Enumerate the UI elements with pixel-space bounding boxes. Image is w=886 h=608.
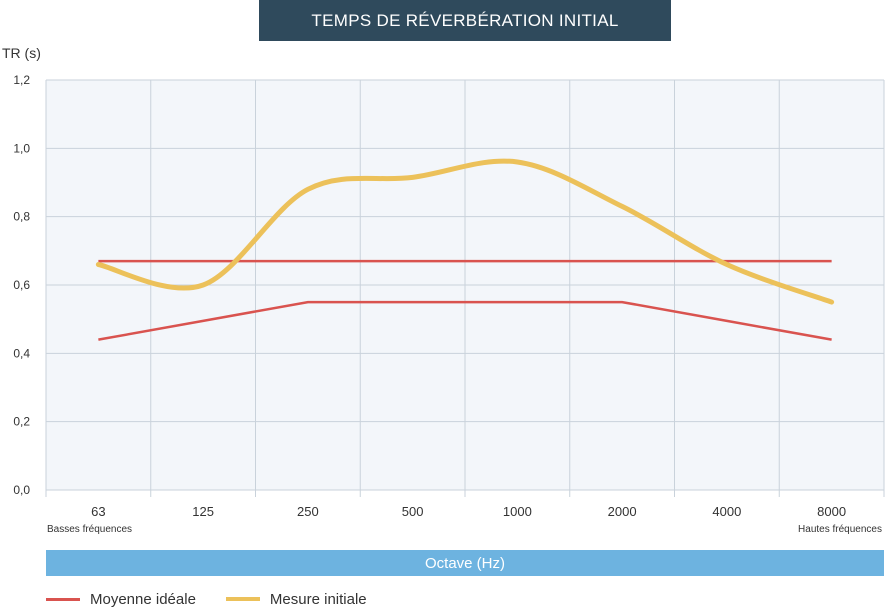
legend: Moyenne idéale Mesure initiale — [46, 590, 397, 608]
y-axis-label: TR (s) — [2, 45, 41, 61]
legend-label-measure: Mesure initiale — [269, 590, 367, 608]
chart-title: TEMPS DE RÉVERBÉRATION INITIAL — [259, 0, 671, 41]
x-tick-label: 500 — [402, 504, 424, 519]
low-frequency-note: Basses fréquences — [47, 524, 133, 535]
measure-series-line — [95, 158, 835, 305]
x-axis-label: Octave (Hz) — [46, 550, 884, 576]
x-tick-label: 250 — [297, 504, 319, 519]
x-tick-label: 1000 — [503, 504, 532, 519]
x-tick-label: 4000 — [712, 504, 741, 519]
y-tick-label: 0,2 — [13, 415, 30, 429]
x-tick-label: 125 — [192, 504, 214, 519]
y-tick-label: 0,4 — [13, 346, 30, 360]
x-tick-label: 63 — [91, 504, 105, 519]
y-tick-label: 1,2 — [13, 73, 30, 87]
legend-label-ideal: Moyenne idéale — [90, 590, 196, 608]
ideal-lower-line — [98, 300, 832, 341]
series-lines — [95, 158, 835, 305]
y-tick-label: 0,0 — [13, 483, 30, 497]
ideal-range — [98, 259, 832, 341]
legend-swatch-measure — [225, 597, 260, 601]
legend-swatch-ideal — [46, 597, 80, 601]
legend-item-ideal: Moyenne idéale — [46, 591, 196, 608]
x-tick-label: 8000 — [817, 504, 846, 519]
x-tick-labels: 63 125 250 500 1000 2000 4000 8000 — [91, 504, 846, 519]
high-frequency-note: Hautes fréquences — [798, 524, 882, 535]
legend-item-measure: Mesure initiale — [225, 590, 367, 608]
y-tick-label: 1,0 — [13, 141, 30, 155]
y-tick-label: 0,6 — [13, 278, 30, 292]
grid-lines — [45, 79, 885, 497]
y-tick-labels: 0,0 0,2 0,4 0,6 0,8 1,0 1,2 — [13, 73, 30, 497]
x-tick-label: 2000 — [608, 504, 637, 519]
y-tick-label: 0,8 — [13, 210, 30, 224]
